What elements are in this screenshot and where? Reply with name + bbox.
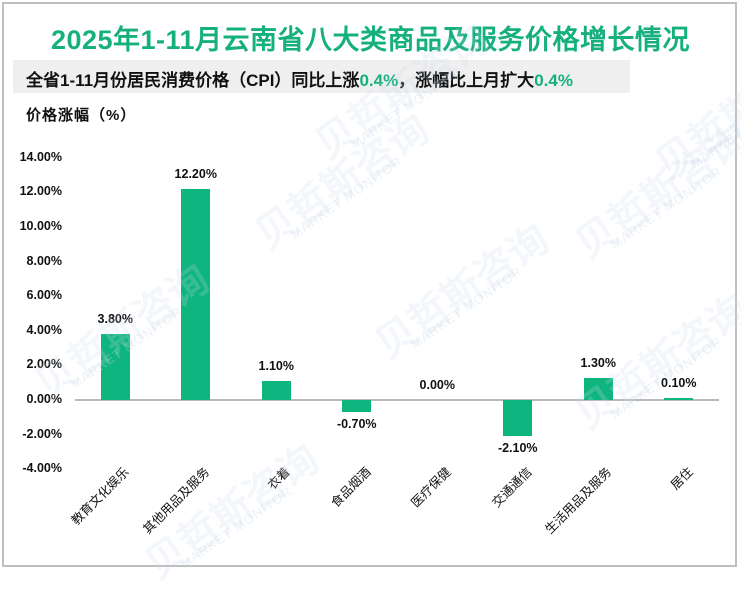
bar-3 bbox=[261, 380, 291, 400]
value-label: 0.10% bbox=[661, 376, 697, 391]
subtitle-value-1: 0.4% bbox=[359, 71, 399, 90]
y-tick-label: 2.00% bbox=[26, 357, 62, 372]
y-tick-label: 12.00% bbox=[19, 184, 62, 199]
y-tick-label: 14.00% bbox=[19, 149, 62, 164]
chart-title: 2025年1-11月云南省八大类商品及服务价格增长情况 bbox=[50, 25, 691, 55]
bar-2 bbox=[181, 188, 211, 400]
bar-4 bbox=[342, 400, 372, 413]
y-tick-label: 10.00% bbox=[19, 219, 62, 233]
subtitle-text-2: ，涨幅比上月扩大 bbox=[398, 71, 535, 90]
x-axis-line bbox=[75, 399, 719, 401]
y-axis-label: 价格涨幅（%） bbox=[26, 107, 137, 124]
bar-7 bbox=[583, 377, 613, 400]
bar-8 bbox=[664, 398, 694, 400]
y-tick-label: 0.00% bbox=[26, 392, 62, 406]
value-label: -2.10% bbox=[497, 441, 538, 456]
subtitle-background bbox=[13, 60, 630, 93]
value-label: 1.10% bbox=[258, 358, 294, 373]
bar-1 bbox=[100, 334, 130, 400]
value-label: 1.30% bbox=[580, 355, 616, 370]
chart-frame bbox=[2, 2, 737, 567]
value-label: -0.70% bbox=[336, 417, 377, 432]
subtitle-value-2: 0.4% bbox=[534, 71, 573, 90]
bar-6 bbox=[503, 400, 533, 437]
value-label: 0.00% bbox=[419, 378, 455, 392]
subtitle: 全省1-11月份居民消费价格（CPI）同比上涨0.4%，涨幅比上月扩大0.4% bbox=[26, 66, 573, 91]
y-tick-label: -4.00% bbox=[22, 461, 62, 476]
value-label: 3.80% bbox=[97, 312, 133, 327]
y-tick-label: 6.00% bbox=[26, 288, 62, 303]
subtitle-text-1: 全省1-11月份居民消费价格（CPI）同比上涨 bbox=[26, 71, 360, 90]
value-label: 12.20% bbox=[174, 166, 217, 181]
y-tick-label: 8.00% bbox=[26, 253, 62, 268]
y-tick-label: 4.00% bbox=[26, 322, 62, 337]
y-tick-label: -2.00% bbox=[22, 426, 62, 441]
